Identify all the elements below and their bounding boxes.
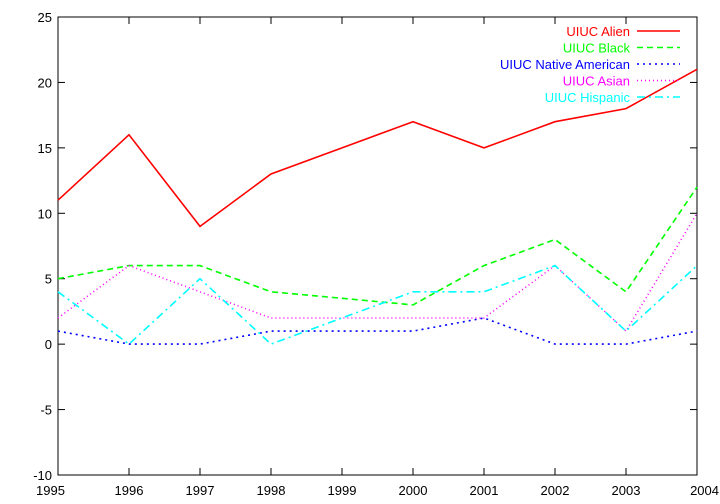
y-tick-label: 0: [45, 337, 52, 352]
y-tick-label: 15: [38, 141, 52, 156]
y-tick-label: -10: [33, 468, 52, 483]
legend-label: UIUC Alien: [566, 24, 630, 39]
plot-border: [57, 16, 698, 476]
x-tick-label: 1998: [257, 483, 286, 498]
series-line-uiuc-alien: [57, 68, 698, 228]
x-tick-label: 1997: [186, 483, 215, 498]
series-line-uiuc-black: [57, 186, 698, 306]
x-tick-label: 2001: [470, 483, 499, 498]
x-tick-label: 2003: [612, 483, 641, 498]
series-line-uiuc-hispanic: [57, 264, 698, 346]
x-tick-label: 2002: [541, 483, 570, 498]
x-tick-label: 1996: [115, 483, 144, 498]
legend-label: UIUC Asian: [563, 74, 630, 89]
series-line-uiuc-asian: [57, 212, 698, 333]
axis-ticks: -10 -5 0 5 10 15 20 25 1995 1996 1997 1998 1999 2000 2…: [33, 10, 719, 498]
x-tick-label: 1995: [36, 483, 65, 498]
series-line-uiuc-native-american: [57, 317, 698, 345]
y-tick-label: 20: [38, 75, 52, 90]
legend-label: UIUC Hispanic: [545, 90, 631, 105]
legend-label: UIUC Native American: [500, 57, 630, 72]
y-tick-label: 5: [45, 272, 52, 287]
y-tick-label: 25: [38, 10, 52, 25]
plot-frame: [57, 16, 698, 476]
y-tick-label: 10: [38, 206, 52, 221]
x-tick-label: 1999: [328, 483, 357, 498]
y-tick-label: -5: [40, 403, 52, 418]
series-lines: [57, 68, 698, 346]
legend-label: UIUC Black: [563, 41, 631, 56]
x-tick-label: 2004: [690, 483, 719, 498]
x-tick-label: 2000: [399, 483, 428, 498]
